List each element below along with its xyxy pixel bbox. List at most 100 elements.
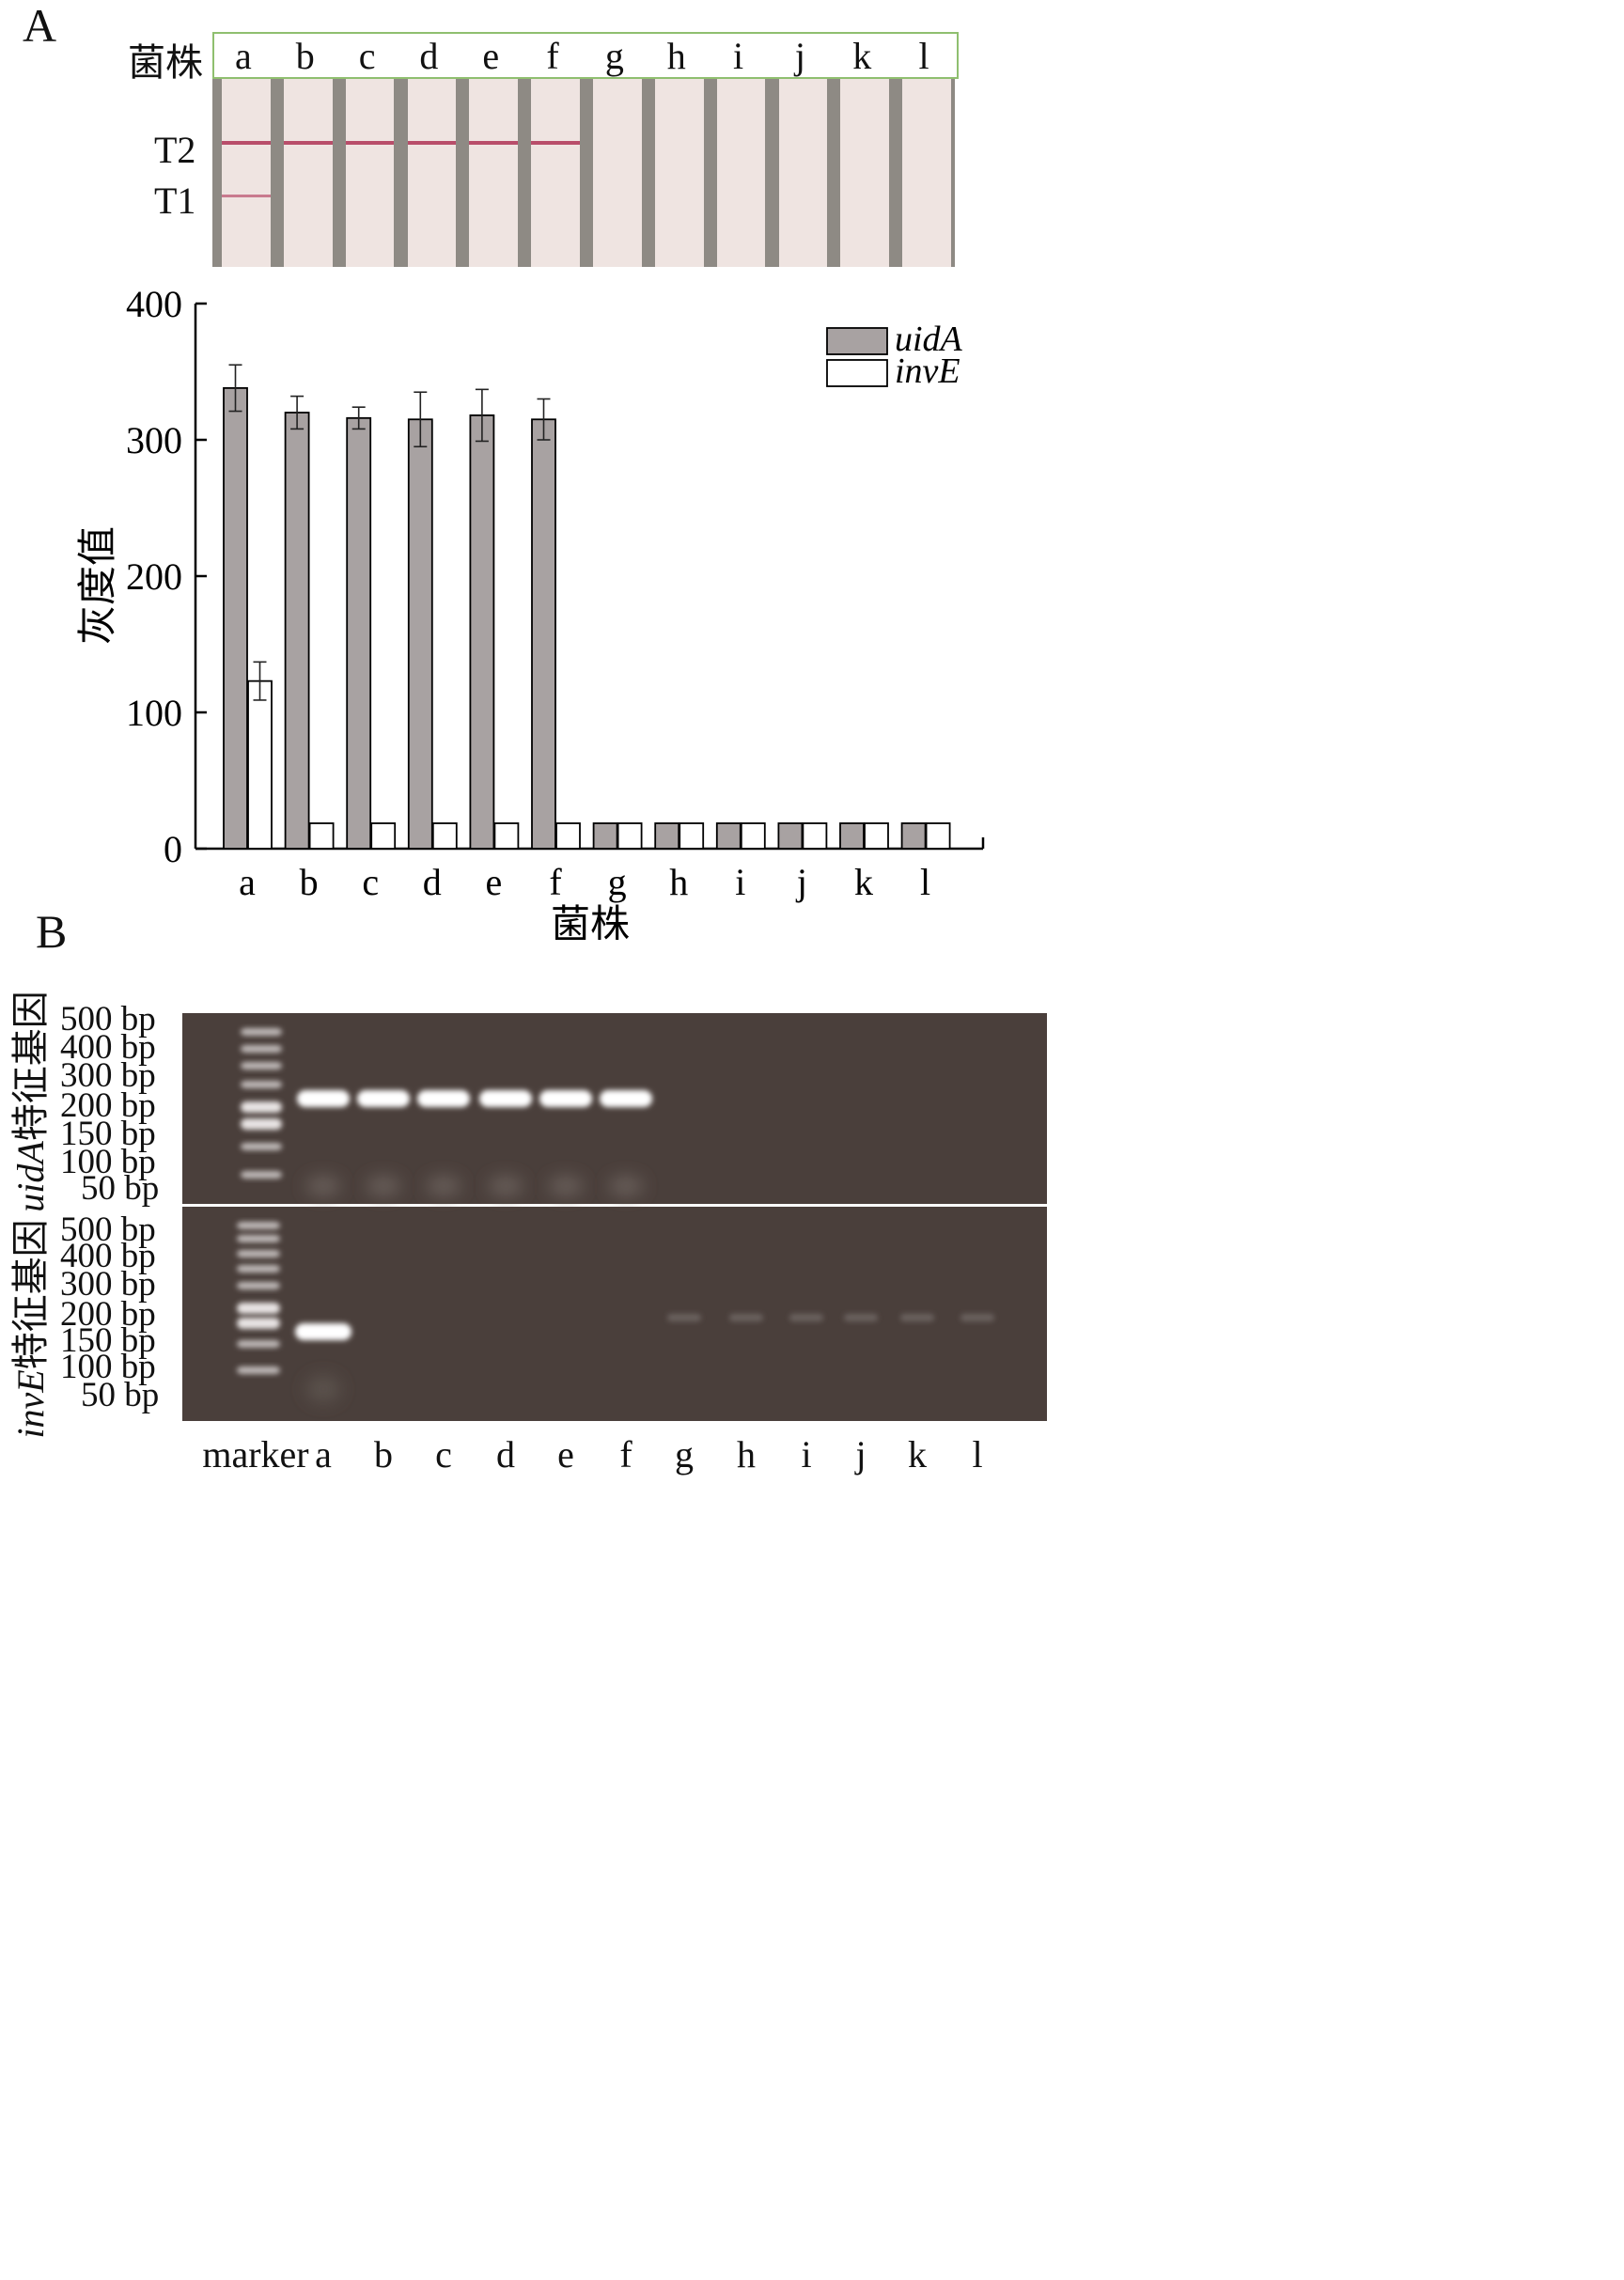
strip-letter-k: k [852, 35, 872, 77]
strip-letter-i: i [733, 35, 744, 77]
ladder-label-lower: 300 bp [60, 1265, 156, 1304]
strip-line-t1-label: T1 [154, 180, 196, 222]
uidA-primer-haze-c [427, 1177, 461, 1195]
lane-label-a: a [315, 1433, 332, 1476]
strip-t2-line-d [407, 141, 457, 145]
x-tick-label-c: c [362, 861, 379, 903]
ladder-label-upper: 100 bp [60, 1143, 156, 1181]
invE-gene-name: invE [9, 1369, 52, 1439]
test-strip-i [716, 79, 766, 267]
lane-label-f: f [619, 1433, 632, 1476]
uidA-primer-haze-d [489, 1177, 523, 1195]
strip-t2-line-f [531, 141, 580, 145]
marker-band-upper [241, 1081, 282, 1088]
invE-faint-band-g [667, 1314, 701, 1321]
strip-t2-line-e [469, 141, 519, 145]
lane-label-marker: marker [202, 1433, 309, 1476]
bar-invE-e [493, 822, 520, 850]
legend-label-uidA: uidA [895, 320, 963, 359]
legend-swatch-uidA [826, 327, 888, 355]
strip-letter-f: f [546, 35, 559, 77]
bar-invE-f [555, 822, 581, 850]
invE-faint-band-h [729, 1314, 763, 1321]
test-strip-d [407, 79, 457, 267]
lane-label-j: j [855, 1433, 867, 1476]
strip-letter-e: e [482, 35, 500, 77]
panel-a-letter: A [23, 0, 57, 52]
marker-band-lower [237, 1340, 280, 1348]
marker-band-lower [237, 1265, 280, 1273]
ladder-label-lower: 400 bp [60, 1237, 156, 1275]
x-axis-label: 菌株 [551, 904, 630, 940]
ladder-label-lower: 150 bp [60, 1321, 156, 1360]
strip-t2-line-a [222, 141, 271, 145]
ladder-label-upper: 500 bp [60, 1000, 156, 1038]
test-strip-b [283, 79, 333, 267]
lane-label-l: l [972, 1433, 983, 1476]
test-strip-j [778, 79, 828, 267]
uidA-band-c [417, 1090, 470, 1107]
lane-label-h: h [737, 1433, 756, 1476]
bar-invE-l [925, 822, 951, 850]
marker-band-upper [241, 1101, 282, 1113]
ladder-label-upper: 50 bp [81, 1169, 160, 1208]
marker-band-upper [241, 1045, 282, 1053]
gel-upper-uidA [182, 1013, 1047, 1205]
bar-invE-j [802, 822, 828, 850]
bar-invE-b [308, 822, 335, 850]
strip-letter-a: a [235, 35, 252, 77]
marker-band-lower [237, 1222, 280, 1229]
strip-letter-j: j [794, 35, 805, 77]
ladder-label-upper: 150 bp [60, 1115, 156, 1153]
lane-label-k: k [908, 1433, 927, 1476]
test-strip-f [531, 79, 580, 267]
bar-invE-h [679, 822, 705, 850]
bar-invE-i [740, 822, 766, 850]
lower-gel-gene-label: invE特征基因 [0, 1169, 52, 1489]
uidA-primer-haze-e [549, 1177, 583, 1195]
y-axis-label: 灰度值 [77, 526, 120, 645]
gel-separator [182, 1204, 1047, 1207]
ladder-label-upper: 300 bp [60, 1056, 156, 1095]
marker-band-lower [237, 1235, 280, 1242]
uidA-band-e [539, 1090, 592, 1107]
upper-gel-label-suffix: 特征基因 [9, 991, 52, 1142]
bar-uidA-c [346, 416, 372, 850]
uidA-band-f [600, 1090, 652, 1107]
uidA-band-b [357, 1090, 410, 1107]
marker-band-upper [241, 1171, 282, 1179]
test-strip-g [593, 79, 642, 267]
uidA-band-a [297, 1090, 350, 1107]
bar-uidA-h [654, 822, 680, 850]
test-strip-k [840, 79, 890, 267]
strip-letter-d: d [419, 35, 439, 77]
bar-invE-k [864, 822, 889, 850]
panel-b-letter: B [36, 905, 68, 958]
strain-header-label: 菌株 [128, 41, 203, 84]
y-tick-label-0: 0 [164, 828, 182, 870]
lane-label-g: g [675, 1433, 694, 1476]
test-strip-h [654, 79, 704, 267]
uidA-primer-haze-f [609, 1177, 643, 1195]
x-tick-label-b: b [300, 861, 319, 903]
test-strip-e [469, 79, 519, 267]
marker-band-upper [241, 1143, 282, 1150]
x-tick-label-k: k [854, 861, 873, 903]
invE-band-a [295, 1323, 351, 1340]
x-tick-label-j: j [795, 861, 807, 903]
x-tick-label-i: i [735, 861, 745, 903]
bar-uidA-i [715, 822, 742, 850]
x-tick-label-e: e [486, 861, 503, 903]
invE-primer-haze-a [306, 1376, 340, 1402]
strain-header-box [212, 32, 959, 79]
legend-swatch-invE [826, 359, 888, 387]
uidA-band-d [479, 1090, 532, 1107]
ladder-label-lower: 50 bp [81, 1376, 160, 1414]
ladder-label-lower: 200 bp [60, 1295, 156, 1334]
bar-uidA-l [900, 822, 927, 850]
lane-label-i: i [801, 1433, 812, 1476]
uidA-primer-haze-b [367, 1177, 400, 1195]
strip-letter-b: b [295, 35, 315, 77]
